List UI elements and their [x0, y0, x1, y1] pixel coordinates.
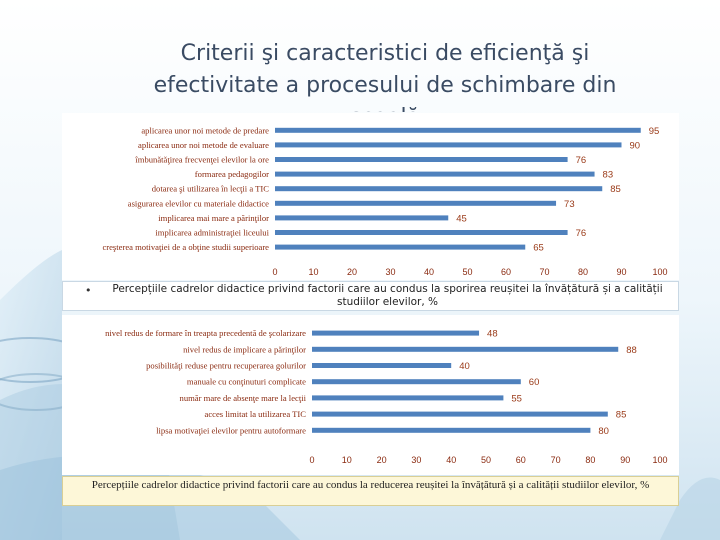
bar [312, 395, 504, 401]
data-label: 48 [487, 329, 498, 340]
category-label: implicarea administraţiei liceului [155, 228, 269, 238]
category-label: posibilităţi reduse pentru recuperarea g… [146, 361, 306, 371]
category-label: nivel redus de implicare a părinţilor [183, 344, 306, 354]
tick-label: 100 [652, 267, 667, 277]
category-label: implicarea mai mare a părinţilor [158, 213, 269, 223]
bar [275, 127, 641, 133]
tick-label: 60 [516, 455, 526, 465]
data-label: 85 [610, 184, 621, 195]
tick-label: 60 [501, 267, 511, 277]
bar [312, 330, 480, 336]
category-label: aplicarea unor noi metode de evaluare [138, 140, 269, 150]
bar [275, 186, 603, 192]
caption-increase-text: Percepțiile cadrelor didactice privind f… [112, 283, 663, 308]
chart-decrease-factors: nivel redus de formare în treapta preced… [105, 328, 667, 465]
category-label: nivel redus de formare în treapta preced… [105, 328, 306, 338]
tick-label: 40 [424, 267, 434, 277]
tick-label: 100 [652, 455, 667, 465]
data-label: 73 [564, 199, 575, 210]
data-label: 40 [459, 361, 470, 372]
tick-label: 80 [585, 455, 595, 465]
tick-label: 30 [411, 455, 421, 465]
bar [275, 244, 526, 250]
data-label: 76 [576, 228, 587, 239]
bar [312, 379, 521, 385]
bar [275, 215, 449, 221]
data-label: 95 [649, 126, 660, 137]
data-label: 65 [533, 243, 544, 254]
bar [275, 200, 557, 206]
bar [275, 157, 568, 162]
tick-label: 10 [342, 455, 352, 465]
tick-label: 10 [308, 267, 318, 277]
tick-label: 90 [616, 267, 626, 277]
tick-label: 0 [272, 267, 277, 277]
bar [312, 363, 452, 368]
chart-increase-factors: aplicarea unor noi metode de predare 95 ap… [102, 125, 667, 277]
tick-label: 0 [309, 455, 314, 465]
category-label: îmbunătăţirea frecvenţei elevilor la ore [134, 155, 269, 165]
tick-label: 40 [446, 455, 456, 465]
category-label: asigurarea elevilor cu materiale didacti… [128, 198, 269, 208]
data-label: 88 [626, 345, 637, 356]
caption-increase: • Percepțiile cadrelor didactice privind… [62, 281, 679, 311]
chart-panel-decrease: nivel redus de formare în treapta preced… [62, 315, 679, 475]
tick-label: 50 [462, 267, 472, 277]
tick-label: 20 [377, 455, 387, 465]
data-label: 90 [630, 140, 641, 151]
bar [275, 171, 595, 177]
data-label: 83 [603, 170, 614, 181]
category-label: creşterea motivaţiei de a obţine studii … [102, 242, 269, 252]
bar [312, 346, 619, 352]
data-label: 60 [529, 377, 540, 388]
tick-label: 80 [578, 267, 588, 277]
tick-label: 70 [551, 455, 561, 465]
caption-decrease: Percepțiile cadrelor didactice privind f… [62, 476, 679, 506]
bar [312, 411, 608, 417]
data-label: 55 [511, 393, 522, 404]
tick-label: 70 [539, 267, 549, 277]
data-label: 80 [598, 426, 609, 437]
tick-label: 30 [385, 267, 395, 277]
category-label: lipsa motivaţiei elevilor pentru autofor… [156, 425, 306, 435]
tick-label: 90 [620, 455, 630, 465]
tick-label: 50 [481, 455, 491, 465]
bullet-marker: • [85, 284, 92, 297]
category-label: dotarea şi utilizarea în lecţii a TIC [152, 184, 270, 194]
data-label: 76 [576, 155, 587, 166]
tick-label: 20 [347, 267, 357, 277]
chart-panel-increase: aplicarea unor noi metode de predare 95 ap… [62, 113, 679, 280]
bar [275, 142, 622, 148]
category-label: număr mare de absenţe mare la lecţii [180, 393, 307, 403]
bar [275, 230, 568, 235]
data-label: 85 [616, 410, 627, 421]
bar [312, 427, 591, 433]
category-label: acces limitat la utilizarea TIC [205, 409, 307, 419]
category-label: aplicarea unor noi metode de predare [141, 125, 269, 135]
category-label: manuale cu conţinuturi complicate [187, 377, 306, 387]
data-label: 45 [456, 213, 467, 224]
category-label: formarea pedagogilor [195, 169, 269, 179]
slide-title: Criterii şi caracteristici de eficienţă … [153, 41, 617, 112]
